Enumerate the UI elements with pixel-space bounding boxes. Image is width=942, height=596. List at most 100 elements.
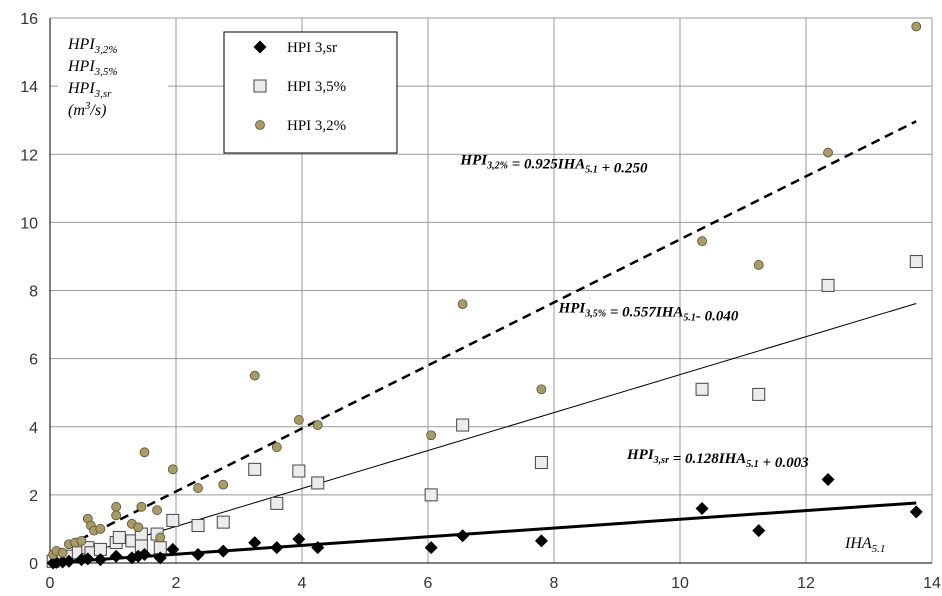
y-tick-label: 2 [29, 488, 38, 505]
data-point [534, 456, 548, 470]
data-points [46, 21, 923, 570]
y-axis-label-line: HPI3,5% [67, 58, 118, 78]
equation-text: = 0.557IHA [606, 305, 683, 321]
legend: HPI 3,sr HPI 3,5% HPI 3,2% [223, 31, 398, 154]
data-point [311, 476, 325, 490]
legend-marker [253, 40, 267, 54]
data-point [191, 519, 205, 533]
data-point [909, 255, 923, 269]
equation-text: = 0.128IHA [669, 451, 746, 467]
x-tick-label: 14 [923, 575, 941, 592]
data-point [536, 384, 547, 395]
data-point [292, 532, 306, 546]
legend-marker [255, 120, 265, 130]
x-tick-label: 8 [550, 575, 559, 592]
equation-label: HPI3,sr = 0.128IHA5.1 + 0.003 [626, 447, 809, 471]
data-point [133, 522, 144, 533]
x-tick-label: 12 [797, 575, 815, 592]
data-point [752, 387, 766, 401]
data-point [909, 505, 923, 519]
data-point [456, 418, 470, 432]
trendline [52, 120, 917, 555]
data-point [271, 442, 282, 453]
y-axis-label-main: HPI [67, 36, 95, 53]
data-point [193, 483, 203, 493]
y-axis-label-box [58, 28, 168, 128]
x-tick-label: 4 [298, 575, 307, 592]
data-point [112, 530, 126, 544]
equation-text: HPI [459, 152, 488, 168]
data-point [167, 464, 178, 475]
data-point [216, 515, 230, 529]
legend-label: HPI 3,5% [287, 79, 346, 95]
data-point [753, 260, 764, 270]
legend-box [223, 31, 398, 154]
y-axis-label-subscript: 3,2% [94, 44, 118, 56]
x-tick-label: 0 [46, 575, 55, 592]
data-point [821, 278, 835, 292]
equation-text: + 0.250 [598, 160, 648, 176]
data-point [218, 479, 229, 490]
data-point [457, 299, 468, 310]
equation-label: HPI3,5% = 0.557IHA5.1- 0.040 [558, 301, 739, 325]
data-point [312, 420, 323, 430]
equation-subscript: 3,sr [653, 455, 669, 466]
equation-text: = 0.925IHA [508, 156, 585, 172]
data-point [249, 370, 260, 381]
data-point [534, 534, 548, 548]
y-tick-label: 8 [29, 284, 38, 301]
legend-items: HPI 3,sr HPI 3,5% HPI 3,2% [253, 40, 346, 134]
y-tick-label: 14 [20, 79, 38, 96]
legend-label: HPI 3,sr [287, 40, 337, 56]
data-point [109, 549, 123, 563]
equation-subscript: 5.1 [585, 164, 598, 175]
y-tick-label: 6 [29, 352, 38, 369]
legend-label: HPI 3,2% [287, 118, 346, 134]
y-axis-label: HPI3,2% HPI3,5% HPI3,sr (m3/s) [58, 28, 168, 128]
x-tick-label: 6 [424, 575, 433, 592]
data-point [95, 524, 106, 534]
data-point [292, 464, 306, 478]
data-point [823, 147, 833, 158]
equation-label: HPI3,2% = 0.925IHA5.1 + 0.250 [459, 152, 648, 176]
y-axis-label-unit: /s) [89, 102, 106, 119]
y-axis-label-subscript: 3,5% [94, 66, 118, 78]
data-point [138, 547, 151, 561]
data-point [695, 502, 709, 515]
equation-subscript: 5.1 [683, 313, 696, 324]
y-tick-label: 10 [20, 215, 38, 232]
x-tick-label: 2 [172, 575, 181, 592]
y-axis-label-main: HPI [67, 58, 95, 75]
y-tick-label: 16 [20, 11, 38, 28]
tick-labels: 0 2 4 6 8 10 12 14 0 2 4 6 8 10 12 14 16 [20, 11, 941, 592]
y-axis-label-subscript: 3,sr [94, 88, 113, 100]
equation-text: + 0.003 [759, 455, 809, 471]
y-axis-label-line: HPI3,sr [67, 80, 112, 100]
equation-text: HPI [558, 301, 587, 317]
data-point [456, 529, 470, 543]
data-point [695, 382, 709, 396]
y-axis-label-line: HPI3,2% [67, 36, 118, 56]
data-point [293, 415, 304, 425]
data-point [81, 552, 95, 566]
y-tick-label: 0 [29, 556, 38, 573]
data-point [216, 544, 230, 558]
data-point [166, 542, 180, 556]
y-axis-label-line: (m3/s) [68, 100, 106, 119]
data-point [155, 532, 166, 543]
data-point [426, 430, 437, 441]
equation-subscript: 5.1 [746, 459, 759, 470]
data-point [57, 547, 68, 558]
data-point [311, 541, 325, 555]
equation-subscript: 3,2% [486, 160, 508, 171]
x-tick-label: 10 [671, 575, 689, 592]
equation-text: - 0.040 [696, 309, 739, 325]
data-point [752, 524, 766, 538]
x-axis-label-main: IHA [844, 535, 872, 552]
x-axis-label-subscript: 5.1 [872, 543, 886, 555]
data-point [76, 535, 87, 546]
data-point [93, 553, 107, 567]
y-tick-label: 12 [20, 147, 38, 164]
